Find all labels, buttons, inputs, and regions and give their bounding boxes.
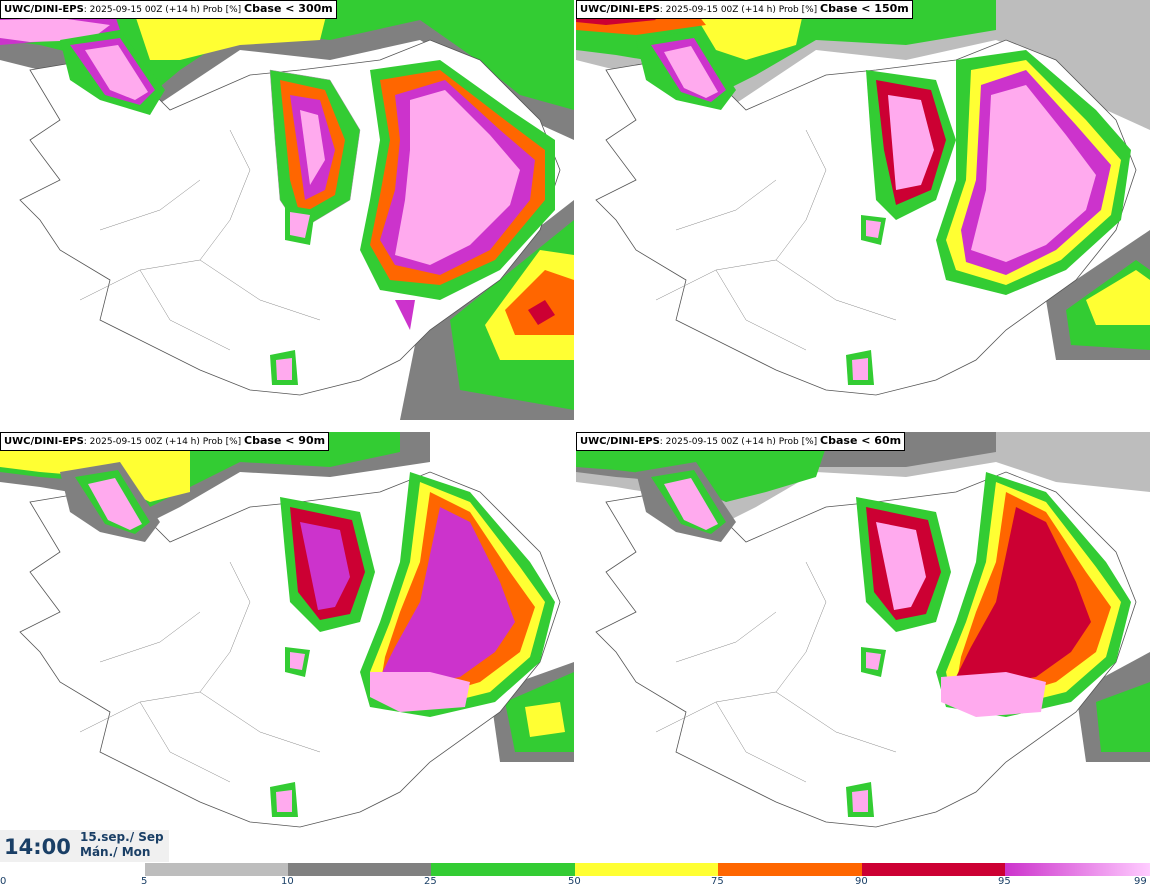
colorbar-segment-5-10 [145, 863, 288, 876]
threshold-label: Cbase < 60m [820, 434, 902, 447]
colorbar-segment-25-50 [431, 863, 575, 876]
panel-title: UWC/DINI-EPS: 2025-09-15 00Z (+14 h) Pro… [576, 0, 913, 19]
colorbar-segment-90-95 [862, 863, 1005, 876]
probability-map [0, 0, 574, 420]
colorbar-segment-75-90 [718, 863, 862, 876]
model-name: UWC/DINI-EPS [580, 4, 660, 15]
map-panel-cbase-60: UWC/DINI-EPS: 2025-09-15 00Z (+14 h) Pro… [576, 432, 1150, 852]
colorbar-tick-95: 95 [998, 876, 1011, 887]
colorbar-tick-10: 10 [281, 876, 294, 887]
colorbar-tick-5: 5 [141, 876, 148, 887]
model-name: UWC/DINI-EPS [4, 436, 84, 447]
colorbar-segment-10-25 [288, 863, 431, 876]
model-name: UWC/DINI-EPS [580, 436, 660, 447]
threshold-label: Cbase < 90m [244, 434, 326, 447]
map-panel-cbase-150: UWC/DINI-EPS: 2025-09-15 00Z (+14 h) Pro… [576, 0, 1150, 420]
threshold-label: Cbase < 300m [244, 2, 333, 15]
run-info: : 2025-09-15 00Z (+14 h) Prob [%] [83, 5, 245, 15]
panel-title: UWC/DINI-EPS: 2025-09-15 00Z (+14 h) Pro… [0, 432, 330, 451]
colorbar-tick-0: 0 [0, 876, 7, 887]
colorbar-tick-90: 90 [855, 876, 868, 887]
threshold-label: Cbase < 150m [820, 2, 909, 15]
map-panel-cbase-90: UWC/DINI-EPS: 2025-09-15 00Z (+14 h) Pro… [0, 432, 574, 852]
probability-map [576, 432, 1150, 832]
map-panel-cbase-300: UWC/DINI-EPS: 2025-09-15 00Z (+14 h) Pro… [0, 0, 574, 420]
valid-date-line1: 15.sep./ Sep [80, 830, 164, 844]
valid-time: 14:00 [4, 835, 71, 859]
model-name: UWC/DINI-EPS [4, 4, 84, 15]
colorbar-tick-99: 99 [1134, 876, 1147, 887]
valid-date: 15.sep./ Sep Mán./ Mon [80, 830, 164, 860]
valid-time-box: 14:00 15.sep./ Sep Mán./ Mon [0, 830, 169, 862]
colorbar-tick-25: 25 [424, 876, 437, 887]
panel-title: UWC/DINI-EPS: 2025-09-15 00Z (+14 h) Pro… [0, 0, 337, 19]
run-info: : 2025-09-15 00Z (+14 h) Prob [%] [659, 5, 821, 15]
probability-map [0, 432, 574, 832]
run-info: : 2025-09-15 00Z (+14 h) Prob [%] [83, 437, 245, 447]
colorbar-tick-50: 50 [568, 876, 581, 887]
probability-map [576, 0, 1150, 420]
colorbar-segment-50-75 [575, 863, 718, 876]
panel-title: UWC/DINI-EPS: 2025-09-15 00Z (+14 h) Pro… [576, 432, 906, 451]
colorbar-segment-95-99 [1005, 863, 1150, 876]
colorbar-tick-75: 75 [711, 876, 724, 887]
valid-date-line2: Mán./ Mon [80, 845, 151, 859]
run-info: : 2025-09-15 00Z (+14 h) Prob [%] [659, 437, 821, 447]
